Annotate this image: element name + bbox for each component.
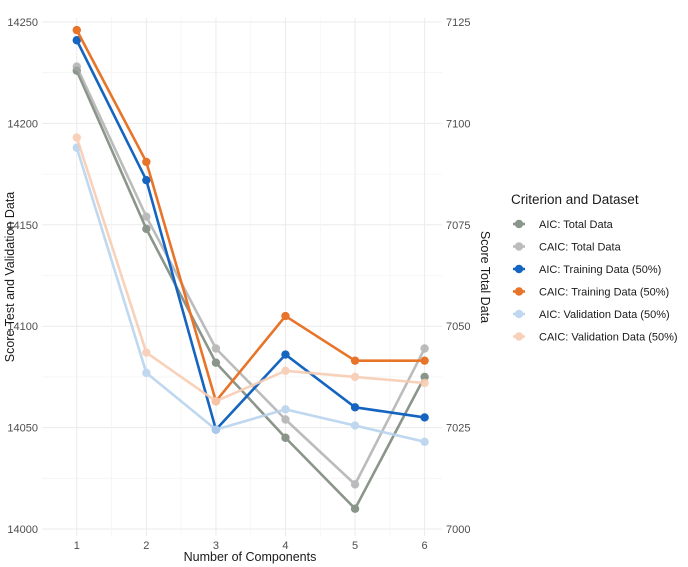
data-point — [72, 25, 81, 35]
data-point — [281, 350, 290, 359]
legend-label: AIC: Validation Data (50%) — [539, 309, 670, 321]
legend-key-point — [514, 219, 524, 229]
legend-key-point — [514, 332, 524, 341]
data-point — [211, 358, 221, 367]
y-right-tick-label: 7000 — [446, 524, 470, 536]
series-line — [75, 38, 426, 431]
series-layer — [72, 25, 429, 513]
data-point — [211, 344, 221, 353]
legend-label: CAIC: Training Data (50%) — [539, 287, 669, 299]
series-line — [75, 136, 426, 403]
data-point — [142, 224, 151, 234]
data-point — [142, 368, 151, 378]
y-left-tick-label: 14250 — [7, 17, 38, 29]
series-caic-validation-data-50 — [72, 133, 429, 406]
series-line — [75, 65, 426, 486]
data-point — [211, 397, 221, 406]
series-line — [75, 146, 426, 444]
series-aic-total-data — [72, 66, 429, 513]
legend: Criterion and Dataset AIC: Total Data CAI… — [511, 192, 678, 344]
data-point — [350, 421, 360, 430]
x-tick-label: 1 — [74, 540, 80, 552]
data-point — [281, 405, 290, 414]
x-tick-label: 3 — [213, 540, 219, 552]
data-point — [420, 372, 429, 382]
legend-title: Criterion and Dataset — [511, 192, 639, 207]
y-right-tick-label: 7125 — [446, 17, 470, 29]
data-point — [142, 212, 151, 221]
series-aic-validation-data-50 — [72, 143, 429, 446]
x-axis-title: Number of Components — [184, 550, 317, 564]
legend-key-point — [514, 309, 524, 319]
legend-label: AIC: Total Data — [539, 219, 614, 231]
y-left-tick-label: 14050 — [7, 423, 38, 435]
data-point — [420, 437, 429, 446]
data-point — [211, 425, 221, 434]
data-point — [281, 366, 290, 376]
data-point — [72, 133, 81, 142]
y-right-tick-label: 7050 — [446, 321, 470, 333]
data-point — [350, 504, 360, 513]
x-tick-label: 4 — [282, 540, 288, 552]
legend-item — [513, 242, 525, 251]
data-point — [420, 378, 429, 388]
y-right-tick-label: 7025 — [446, 423, 470, 435]
grid — [42, 18, 442, 536]
series-line — [75, 28, 426, 403]
data-point — [72, 36, 81, 45]
legend-label: CAIC: Validation Data (50%) — [539, 332, 678, 344]
x-tick-label: 6 — [422, 540, 428, 552]
legend-item — [513, 332, 525, 341]
legend-key-point — [514, 242, 524, 251]
data-point — [350, 372, 360, 382]
data-point — [142, 348, 151, 357]
legend-item — [513, 309, 525, 319]
y-right-tick-label: 7075 — [446, 220, 470, 232]
data-point — [420, 356, 429, 365]
data-point — [420, 344, 429, 353]
data-point — [420, 413, 429, 422]
data-point — [281, 311, 290, 321]
x-axis: 1 2 3 4 5 6 — [74, 540, 428, 552]
y-axis-right-title: Score Total Data — [478, 231, 492, 323]
y-right-tick-label: 7100 — [446, 118, 470, 130]
data-point — [281, 415, 290, 424]
data-point — [142, 175, 151, 185]
data-point — [72, 62, 81, 71]
data-point — [281, 433, 290, 442]
x-tick-label: 2 — [143, 540, 149, 552]
legend-key-point — [514, 287, 524, 296]
data-point — [350, 356, 360, 365]
y-left-tick-label: 14100 — [7, 321, 38, 333]
y-axis-right: 7000 7025 7050 7075 7100 7125 — [446, 17, 470, 536]
legend-item — [513, 219, 525, 229]
legend-item — [513, 287, 525, 296]
y-left-tick-label: 14200 — [7, 118, 38, 130]
y-axis-left-title: Score Test and Validation Data — [3, 192, 17, 363]
y-axis-left: 14000 14050 14100 14150 14200 14250 — [7, 17, 38, 536]
series-line — [75, 69, 426, 511]
data-point — [350, 403, 360, 412]
series-caic-total-data — [72, 62, 429, 489]
legend-key-point — [514, 264, 524, 274]
legend-item — [513, 264, 525, 274]
data-point — [142, 157, 151, 167]
y-left-tick-label: 14150 — [7, 220, 38, 232]
legend-label: AIC: Training Data (50%) — [539, 264, 661, 276]
legend-label: CAIC: Total Data — [539, 242, 622, 254]
data-point — [350, 480, 360, 489]
y-left-tick-label: 14000 — [7, 524, 38, 536]
x-tick-label: 5 — [352, 540, 358, 552]
